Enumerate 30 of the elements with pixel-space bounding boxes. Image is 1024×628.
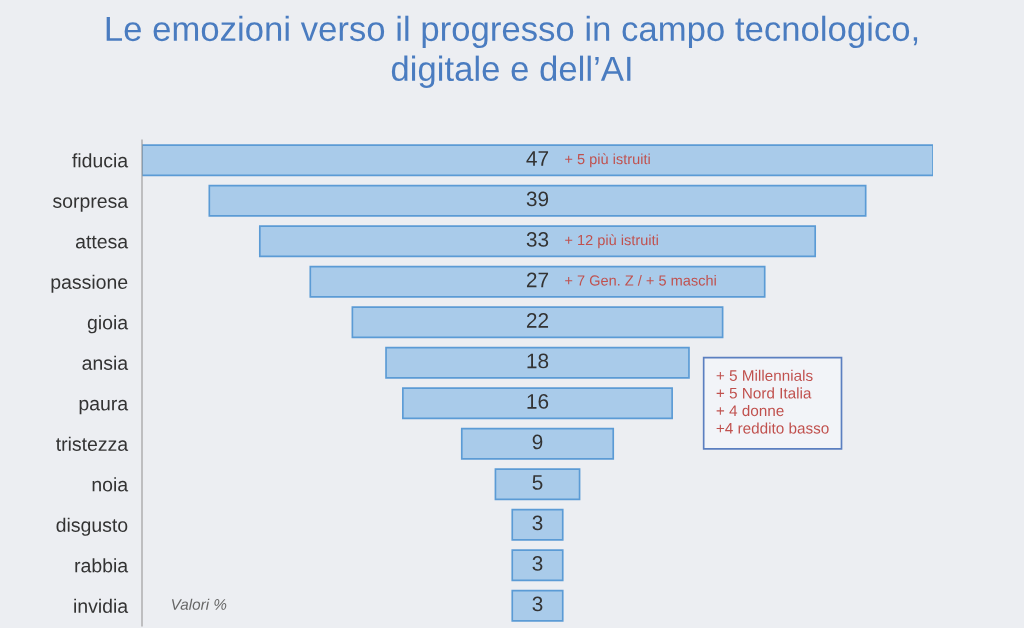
category-label: invidia: [74, 598, 129, 613]
text: Le emozioni verso il progresso in campo tecnologico, digitale e dell’AI: [106, 15, 918, 88]
data-label: 3: [532, 596, 543, 612]
category-label: attesa: [75, 235, 129, 249]
data-label: 3: [532, 515, 543, 531]
text: + 5 Millennials + 5 Nord Italia + 4 donne +4 reddito basso: [716, 369, 829, 434]
text: + 12 più istruiti: [565, 234, 658, 249]
data-label: 27: [526, 272, 549, 288]
category-label: gioia: [87, 315, 129, 334]
category-label: tristezza: [56, 436, 129, 451]
category-label: paura: [79, 399, 129, 415]
data-label: 33: [526, 232, 549, 247]
category-label: disgusto: [56, 517, 128, 536]
data-label: 3: [532, 556, 543, 571]
category-label: sorpresa: [53, 197, 129, 212]
data-label: 5: [532, 475, 543, 490]
data-label: 9: [532, 434, 543, 450]
data-label: 22: [526, 313, 549, 328]
text: Valori %: [171, 598, 227, 610]
data-label: 39: [526, 191, 549, 207]
text: + 7 Gen. Z / + 5 maschi: [565, 274, 716, 286]
data-label: 47: [526, 151, 549, 166]
category-label: noia: [92, 477, 129, 492]
text: + 5 più istruiti: [565, 153, 650, 168]
category-label: rabbia: [75, 558, 129, 573]
category-label: fiducia: [72, 153, 129, 168]
data-label: 18: [527, 353, 549, 369]
category-label: passione: [51, 274, 128, 293]
category-label: ansia: [82, 355, 129, 370]
data-label: 16: [527, 394, 549, 409]
